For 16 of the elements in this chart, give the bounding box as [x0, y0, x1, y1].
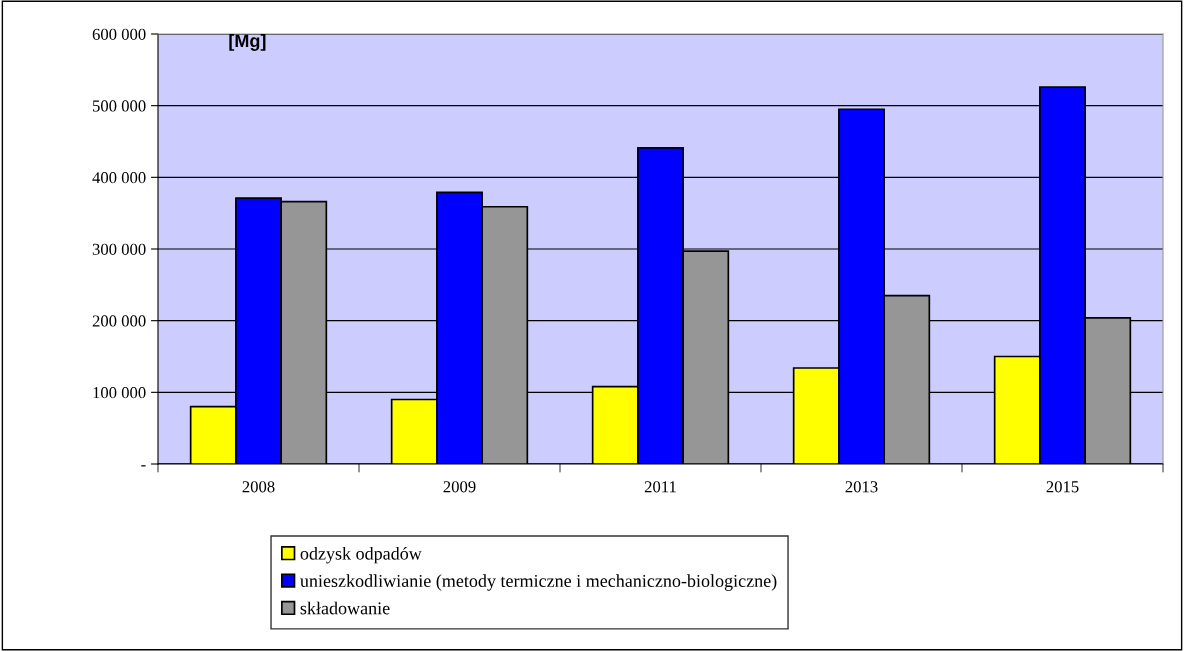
x-tick-label: 2011: [644, 481, 676, 493]
y-tick-label: 600 000: [92, 28, 146, 40]
legend-label: składowanie: [300, 601, 390, 615]
x-tick-label: 2013: [845, 481, 878, 493]
legend-label: odzysk odpadów: [300, 546, 422, 564]
y-tick-label: 200 000: [92, 315, 146, 327]
legend-label: unieszkodliwianie (metody termiczne i mechaniczno-biologiczne): [300, 574, 777, 591]
y-tick-label: 300 000: [92, 243, 146, 255]
y-tick-label: 100 000: [93, 387, 146, 399]
x-tick-label: 2015: [1046, 481, 1079, 493]
y-tick-label: 500 000: [93, 100, 146, 112]
y-axis-title: [Mg]: [229, 34, 266, 51]
y-tick-label: 400 000: [92, 172, 146, 184]
x-tick-label: 2008: [242, 481, 275, 493]
x-tick-label: 2009: [443, 481, 476, 493]
y-tick-label: -: [141, 465, 146, 467]
